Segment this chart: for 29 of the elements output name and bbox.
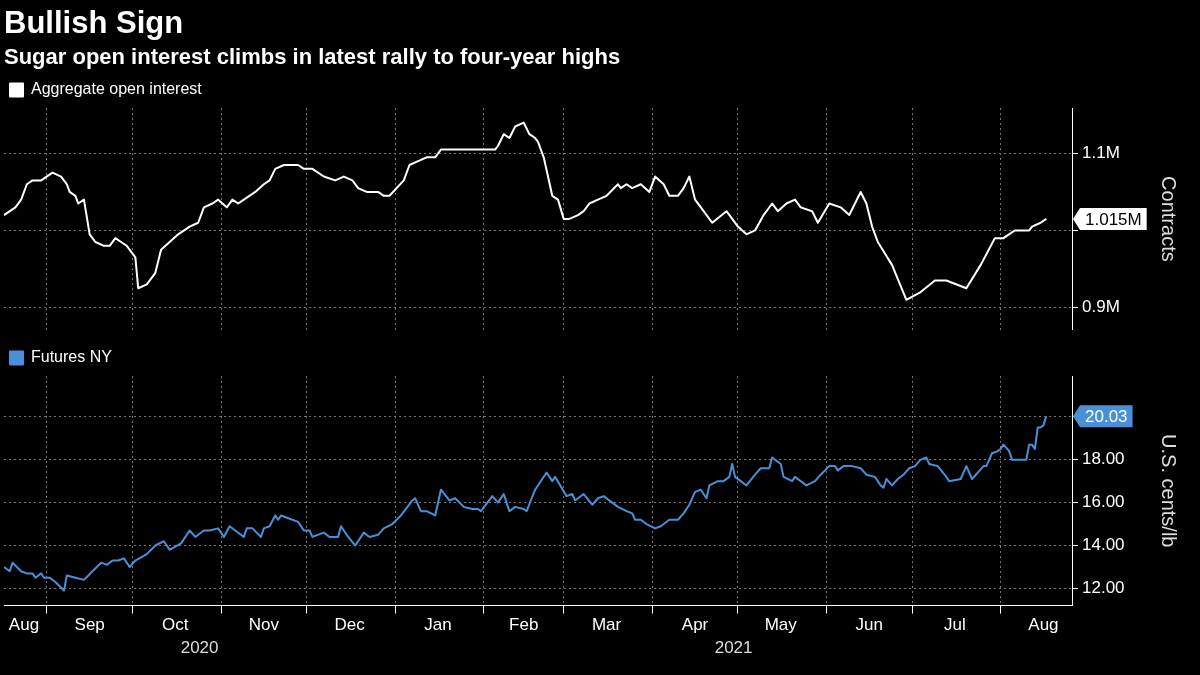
legend-label: Aggregate open interest [31, 80, 203, 98]
y-tick-label: 1.1M [1082, 143, 1120, 163]
y-axis-title: U.S. cents/lb [1158, 434, 1181, 548]
text: 2020 [180, 637, 219, 657]
x-tick-label: Apr [681, 615, 709, 635]
chart-title: Bullish Sign [4, 4, 185, 42]
x-tick-label: Sep [74, 615, 105, 635]
x-tick-label: Jun [855, 615, 883, 635]
x-tick-label: Mar [591, 615, 622, 635]
y-tick-label: 18.00 [1082, 449, 1125, 469]
annotation: 1.015M [1085, 209, 1142, 229]
x-tick-label: Feb [509, 615, 539, 635]
x-tick-label: Jul [944, 615, 966, 635]
y-tick-label: 12.00 [1082, 578, 1125, 598]
y-axis-title: Contracts [1158, 176, 1181, 262]
x-tick-label: May [764, 615, 798, 635]
chart-subtitle: Sugar open interest climbs in latest rally to four-year highs [4, 43, 622, 71]
x-tick-label: Aug [1028, 615, 1059, 635]
x-tick-label: Jan [424, 615, 452, 635]
x-tick-label: Aug [8, 615, 40, 635]
text: 2021 [714, 637, 753, 657]
annotation: 20.03 [1085, 406, 1128, 426]
y-tick-label: 0.9M [1082, 297, 1120, 317]
y-tick-label: 14.00 [1082, 535, 1125, 555]
x-tick-label: Oct [162, 615, 189, 635]
legend-label: Futures NY [31, 348, 113, 366]
x-tick-label: Nov [248, 615, 280, 635]
y-tick-label: 16.00 [1082, 492, 1125, 512]
x-tick-label: Dec [334, 615, 366, 635]
